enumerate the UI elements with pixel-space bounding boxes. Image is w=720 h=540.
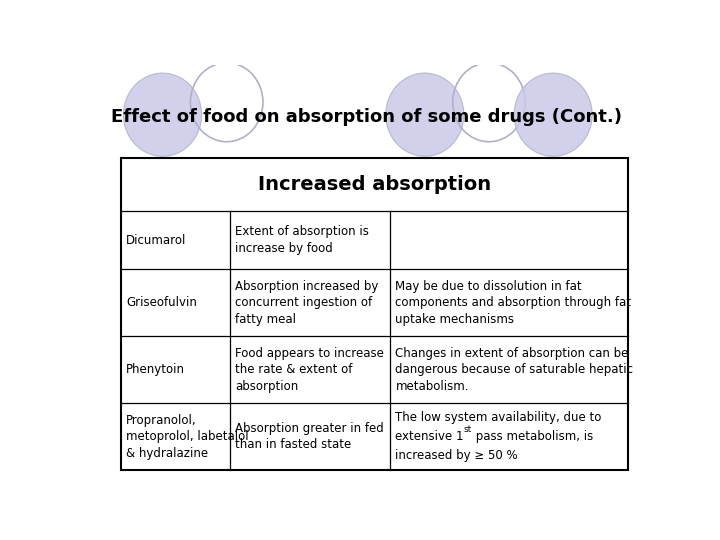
Text: Absorption increased by
concurrent ingestion of
fatty meal: Absorption increased by concurrent inges… (235, 280, 379, 326)
Text: Propranolol,
metoprolol, labetalol
& hydralazine: Propranolol, metoprolol, labetalol & hyd… (126, 414, 249, 460)
Ellipse shape (124, 73, 202, 156)
Text: Phenytoin: Phenytoin (126, 363, 185, 376)
Ellipse shape (514, 73, 593, 156)
Ellipse shape (386, 73, 464, 156)
Text: Changes in extent of absorption can be
dangerous because of saturable hepatic
me: Changes in extent of absorption can be d… (395, 347, 634, 393)
Text: May be due to dissolution in fat
components and absorption through fat
uptake me: May be due to dissolution in fat compone… (395, 280, 631, 326)
Text: increased by ≥ 50 %: increased by ≥ 50 % (395, 449, 518, 462)
Text: The low system availability, due to: The low system availability, due to (395, 411, 602, 424)
Text: Effect of food on absorption of some drugs (Cont.): Effect of food on absorption of some dru… (111, 108, 622, 126)
Text: Food appears to increase
the rate & extent of
absorption: Food appears to increase the rate & exte… (235, 347, 384, 393)
Bar (121, 158, 629, 470)
Text: Extent of absorption is
increase by food: Extent of absorption is increase by food (235, 226, 369, 255)
Text: Griseofulvin: Griseofulvin (126, 296, 197, 309)
Text: extensive 1: extensive 1 (395, 430, 464, 443)
Text: Increased absorption: Increased absorption (258, 176, 491, 194)
Text: st: st (464, 426, 472, 435)
Text: Dicumarol: Dicumarol (126, 234, 186, 247)
Text: pass metabolism, is: pass metabolism, is (472, 430, 593, 443)
Text: Absorption greater in fed
than in fasted state: Absorption greater in fed than in fasted… (235, 422, 384, 451)
